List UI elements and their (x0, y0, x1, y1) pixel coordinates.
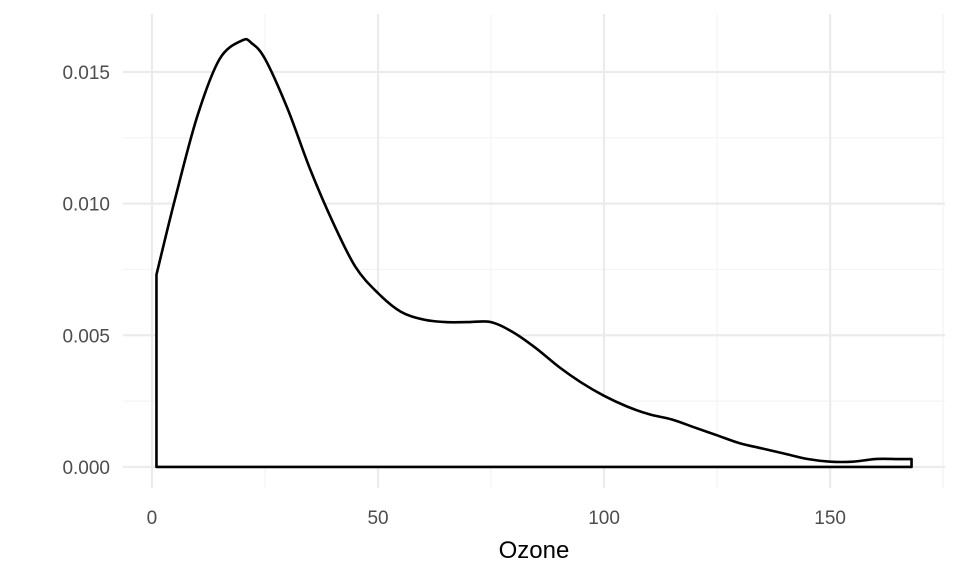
x-axis-ticks: 0 50 100 150 (147, 508, 846, 529)
y-tick-label: 0.010 (62, 195, 110, 216)
y-tick-label: 0.005 (62, 326, 110, 347)
x-axis-title: Ozone (499, 537, 570, 564)
density-curve (155, 37, 913, 469)
y-axis-ticks: 0.000 0.005 0.010 0.015 (62, 63, 110, 479)
y-tick-label: 0.000 (62, 458, 110, 479)
x-tick-label: 0 (147, 508, 158, 529)
density-layer (155, 37, 913, 469)
x-tick-label: 50 (367, 508, 388, 529)
y-tick-label: 0.015 (62, 63, 110, 84)
x-tick-label: 100 (588, 508, 620, 529)
x-tick-label: 150 (814, 508, 846, 529)
